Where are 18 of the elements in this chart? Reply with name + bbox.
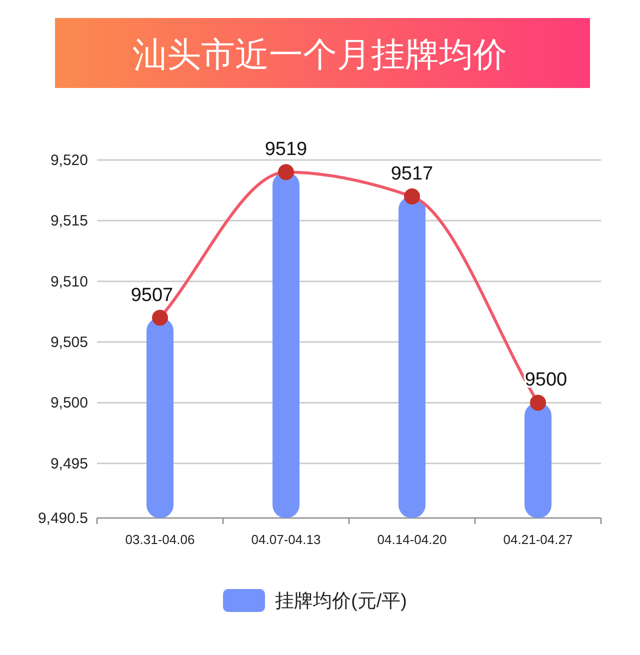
data-label: 9519: [264, 139, 308, 160]
legend: 挂牌均价(元/平): [223, 589, 407, 612]
data-label: 9500: [524, 370, 568, 391]
x-tick-label: 04.07-04.13: [251, 532, 321, 547]
x-tick-label: 03.31-04.06: [125, 532, 195, 547]
x-tick-label: 04.21-04.27: [503, 532, 573, 547]
y-tick-label: 9,510: [50, 273, 88, 290]
y-tick-label: 9,490.5: [38, 510, 88, 527]
chart-title: 汕头市近一个月挂牌均价: [133, 36, 507, 74]
data-label: 9517: [390, 163, 434, 184]
y-tick-label: 9,495: [50, 455, 88, 472]
y-tick-label: 9,500: [50, 394, 88, 412]
y-tick-label: 9,520: [50, 152, 88, 169]
y-tick-label: 9,505: [50, 334, 88, 352]
y-tick-label: 9,515: [50, 212, 88, 230]
data-label: 9507: [130, 284, 174, 306]
x-tick-label: 04.14-04.20: [377, 532, 447, 547]
legend-label: 挂牌均价(元/平): [275, 591, 407, 612]
